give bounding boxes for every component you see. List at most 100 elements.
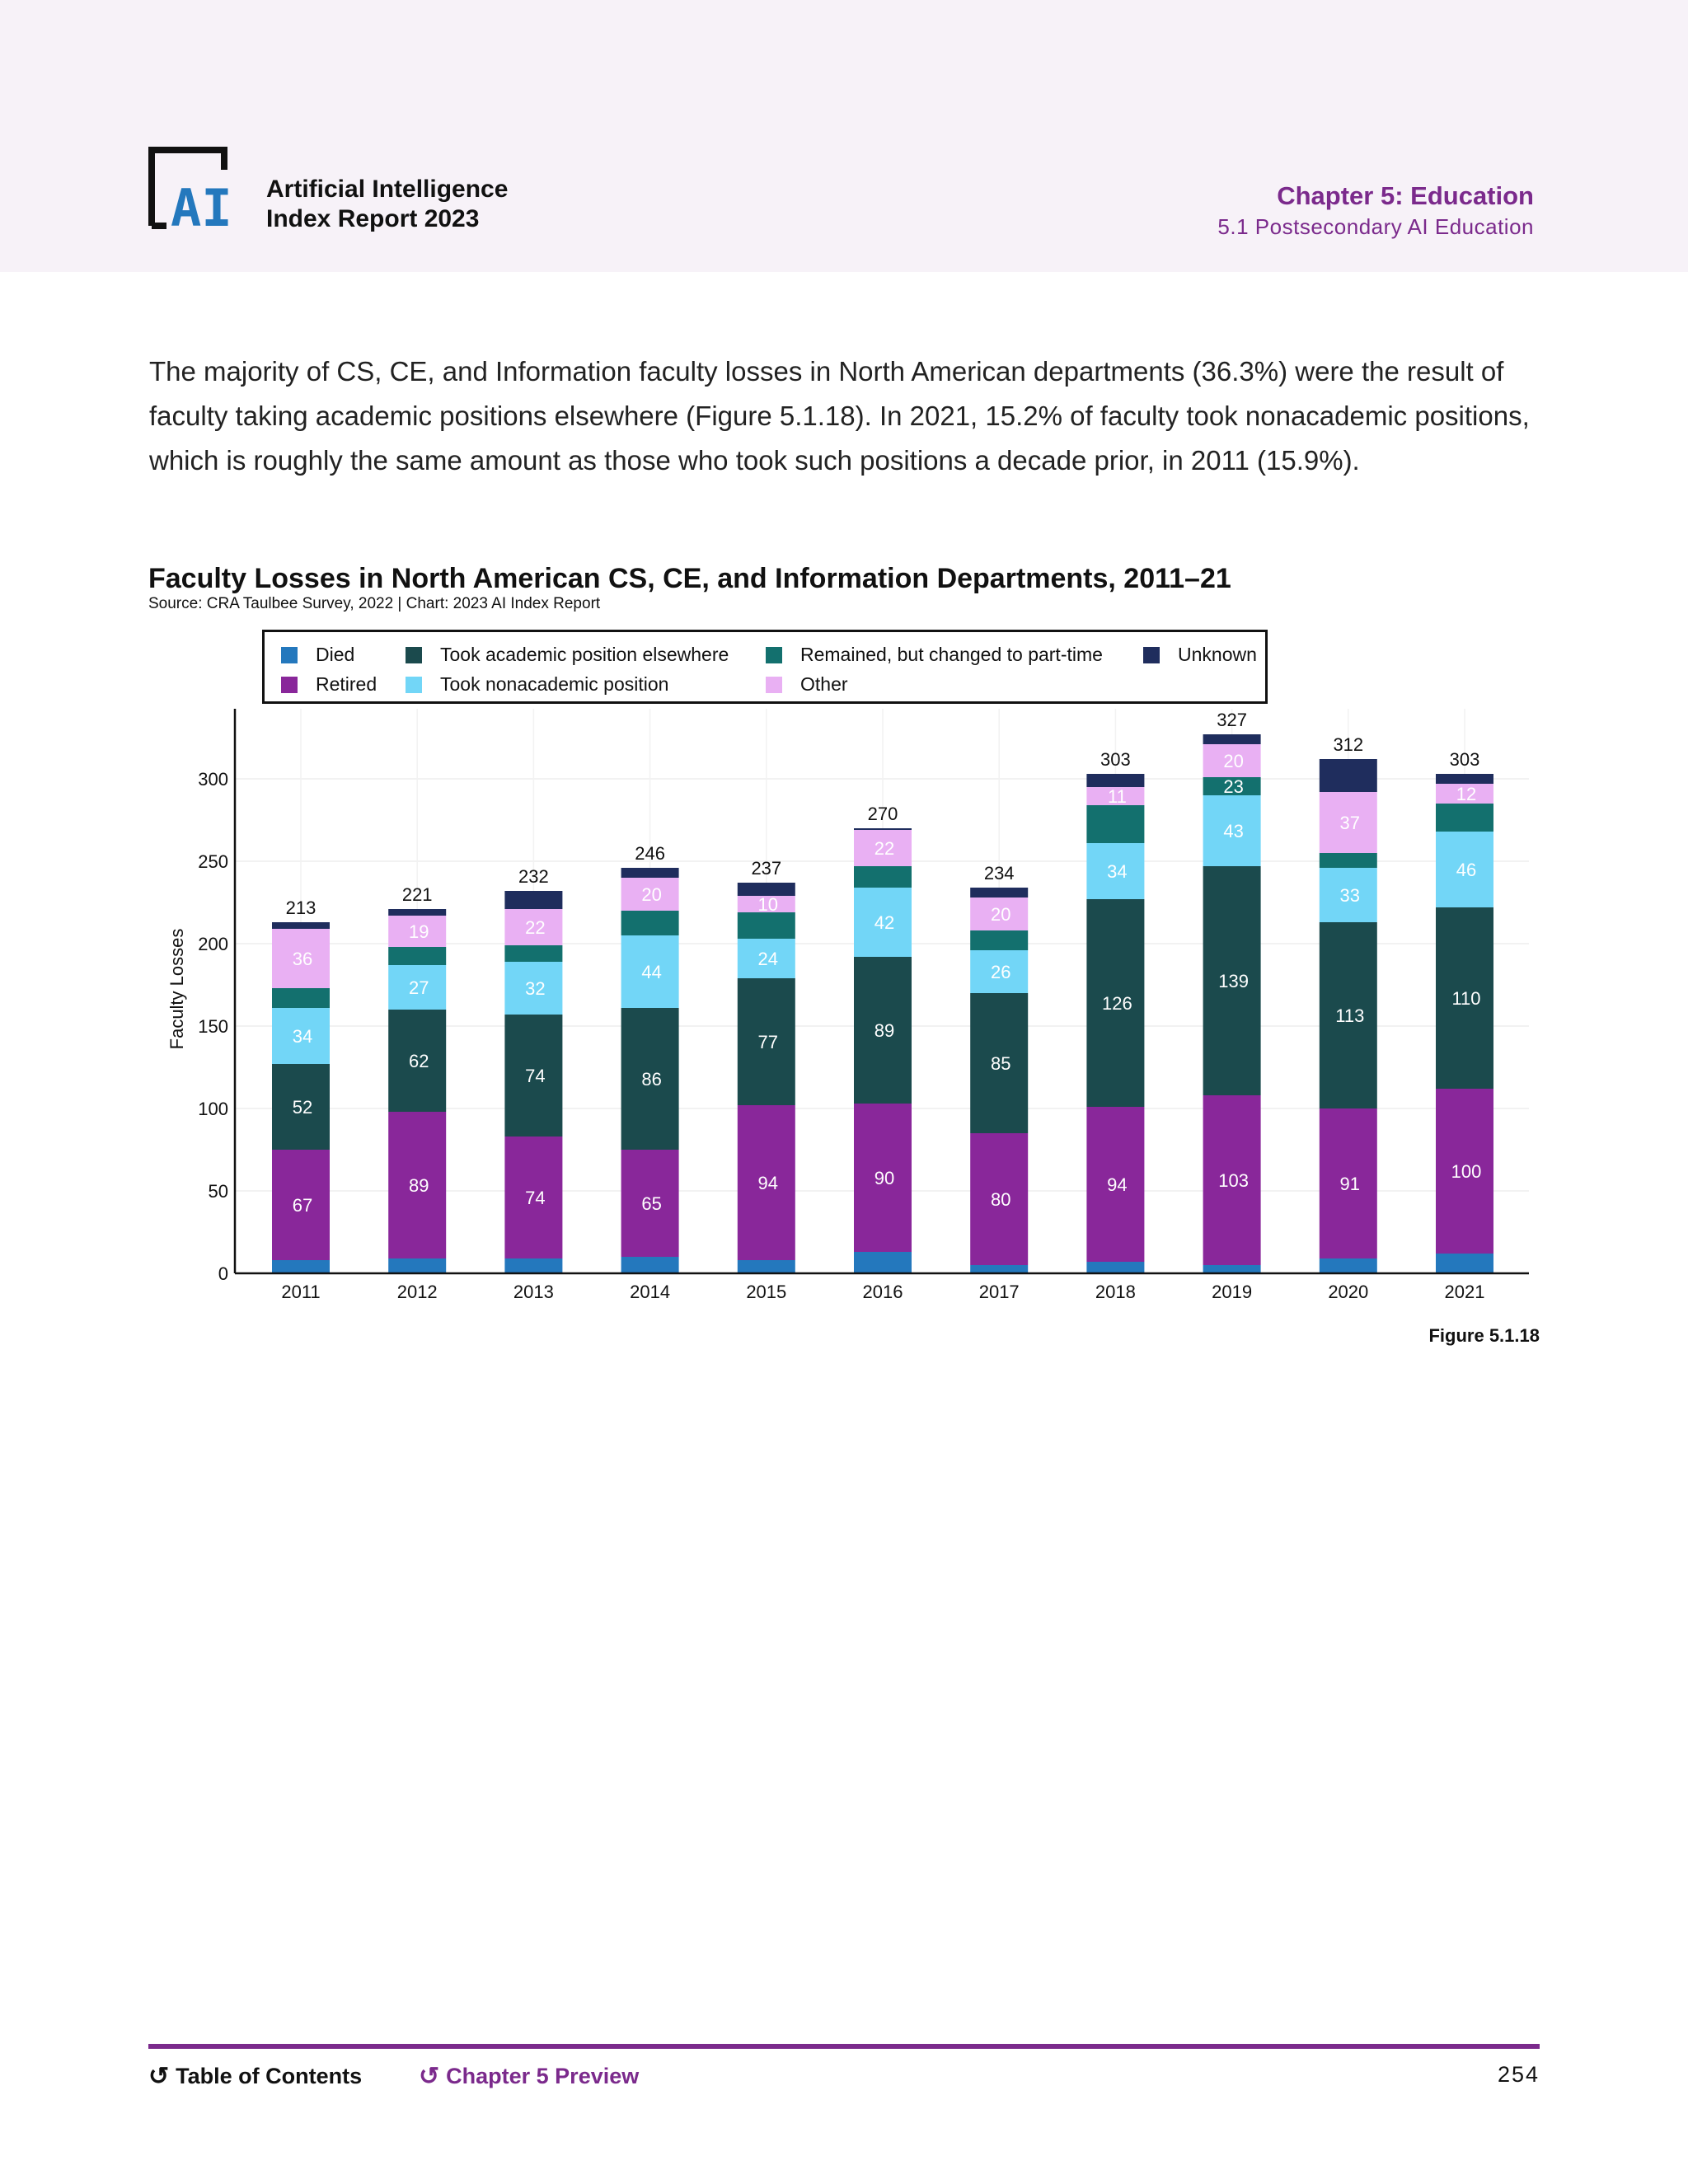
return-arrow-icon: ↺: [419, 2063, 440, 2090]
bar-segment: [737, 978, 795, 1105]
legend-item: Other: [766, 673, 848, 696]
data-label: 12: [1456, 784, 1476, 804]
legend-label: Took academic position elsewhere: [440, 644, 729, 665]
data-label: 113: [1335, 1005, 1364, 1026]
data-label: 94: [1107, 1174, 1127, 1195]
bar-segment: [1203, 795, 1261, 866]
legend-item: Took nonacademic position: [406, 673, 668, 696]
bar-segment: [1086, 1107, 1145, 1262]
legend-item: Retired: [281, 673, 377, 696]
x-tick-label: 2016: [863, 1282, 903, 1302]
chapter-info: Chapter 5: Education 5.1 Postsecondary A…: [1217, 180, 1534, 241]
bar-segment: [388, 1112, 447, 1258]
bar-segment: [504, 1258, 563, 1273]
bar-segment: [854, 828, 912, 830]
legend-swatch: [406, 676, 422, 693]
data-label: 46: [1456, 860, 1476, 880]
bar-segment: [970, 1265, 1029, 1273]
table-of-contents-link[interactable]: ↺ Table of Contents: [148, 2062, 362, 2091]
bar-segment: [854, 888, 912, 957]
bar-segment: [1319, 792, 1377, 853]
x-tick-label: 2021: [1445, 1282, 1485, 1302]
bar-segment: [737, 939, 795, 978]
y-tick-label: 150: [198, 1016, 228, 1037]
data-label: 85: [991, 1053, 1010, 1074]
report-title: Artificial Intelligence Index Report 202…: [266, 175, 508, 234]
bar-segment: [621, 868, 679, 878]
y-tick-label: 100: [198, 1099, 228, 1119]
legend-label: Unknown: [1178, 644, 1257, 665]
data-label: 19: [409, 921, 429, 942]
bar-segment: [272, 1150, 330, 1260]
data-label: 11: [1108, 786, 1127, 807]
bar-segment: [388, 1258, 447, 1273]
total-label: 237: [751, 858, 781, 879]
bar-segment: [272, 929, 330, 988]
data-label: 126: [1102, 993, 1132, 1014]
data-label: 32: [525, 978, 545, 999]
legend-swatch: [281, 646, 298, 663]
bar-segment: [737, 896, 795, 912]
stacked-bar-chart: 0 50 100 150 200 250 300 Faculty Losses 67 52 34 36…: [166, 709, 1529, 1302]
x-tick-label: 2011: [281, 1282, 320, 1302]
total-label: 270: [868, 804, 898, 824]
data-label: 86: [641, 1069, 661, 1090]
x-tick-label: 2015: [746, 1282, 786, 1302]
chart-title: Faculty Losses in North American CS, CE,…: [148, 563, 1231, 594]
bar-segment: [388, 916, 447, 947]
x-tick-label: 2018: [1095, 1282, 1136, 1302]
data-label: 89: [409, 1175, 429, 1196]
total-label: 303: [1100, 749, 1131, 770]
bar-segment: [272, 1008, 330, 1064]
figure-label: Figure 5.1.18: [1428, 1325, 1540, 1346]
data-label: 103: [1218, 1170, 1249, 1191]
bar-segment: [504, 1137, 563, 1258]
legend-swatch: [406, 646, 422, 663]
legend-item: Unknown: [1143, 644, 1257, 666]
x-tick-label: 2014: [630, 1282, 670, 1302]
page-number: 254: [1497, 2062, 1540, 2087]
bar-segment: [621, 935, 679, 1008]
data-label: 65: [641, 1193, 661, 1214]
bar-segment: [854, 1104, 912, 1252]
bar-segment: [1203, 744, 1261, 777]
bar-segment: [970, 888, 1029, 898]
data-label: 74: [525, 1188, 545, 1208]
total-label: 213: [286, 898, 316, 918]
data-label: 74: [525, 1066, 545, 1086]
bar-segment: [272, 1064, 330, 1150]
header-band: [0, 0, 1688, 272]
chapter-preview-label: Chapter 5 Preview: [446, 2064, 640, 2088]
bar-segment: [272, 922, 330, 929]
bar-segment: [970, 898, 1029, 930]
data-label: 94: [758, 1173, 778, 1193]
bar-segment: [854, 830, 912, 866]
bar-segment: [1436, 1089, 1493, 1254]
bar-segment: [1086, 787, 1145, 805]
bar-segment: [1436, 832, 1493, 907]
bar-segment: [737, 1105, 795, 1260]
data-label: 80: [991, 1189, 1010, 1210]
data-label: 89: [874, 1020, 894, 1041]
chapter-preview-link[interactable]: ↺ Chapter 5 Preview: [419, 2062, 639, 2091]
x-tick-label: 2012: [397, 1282, 438, 1302]
bar-segment: [1203, 866, 1261, 1095]
bar-segment: [854, 1252, 912, 1273]
bar-segment: [1203, 777, 1261, 795]
legend-item: Took academic position elsewhere: [406, 644, 729, 666]
bar-segment: [1436, 774, 1493, 784]
data-label: 10: [758, 894, 778, 915]
y-tick-label: 250: [198, 851, 228, 872]
bar-segment: [1319, 759, 1377, 792]
data-label: 100: [1451, 1161, 1482, 1182]
data-label: 24: [758, 949, 778, 969]
data-label: 139: [1218, 971, 1249, 991]
bar-segment: [970, 950, 1029, 993]
data-label: 33: [1340, 885, 1360, 906]
bar-segment: [504, 945, 563, 962]
bar-segment: [1319, 1108, 1377, 1258]
bar-segment: [1436, 804, 1493, 832]
intro-paragraph: The majority of CS, CE, and Information …: [149, 356, 1530, 476]
ai-index-logo[interactable]: AI: [148, 147, 243, 238]
bar-segment: [388, 947, 447, 965]
